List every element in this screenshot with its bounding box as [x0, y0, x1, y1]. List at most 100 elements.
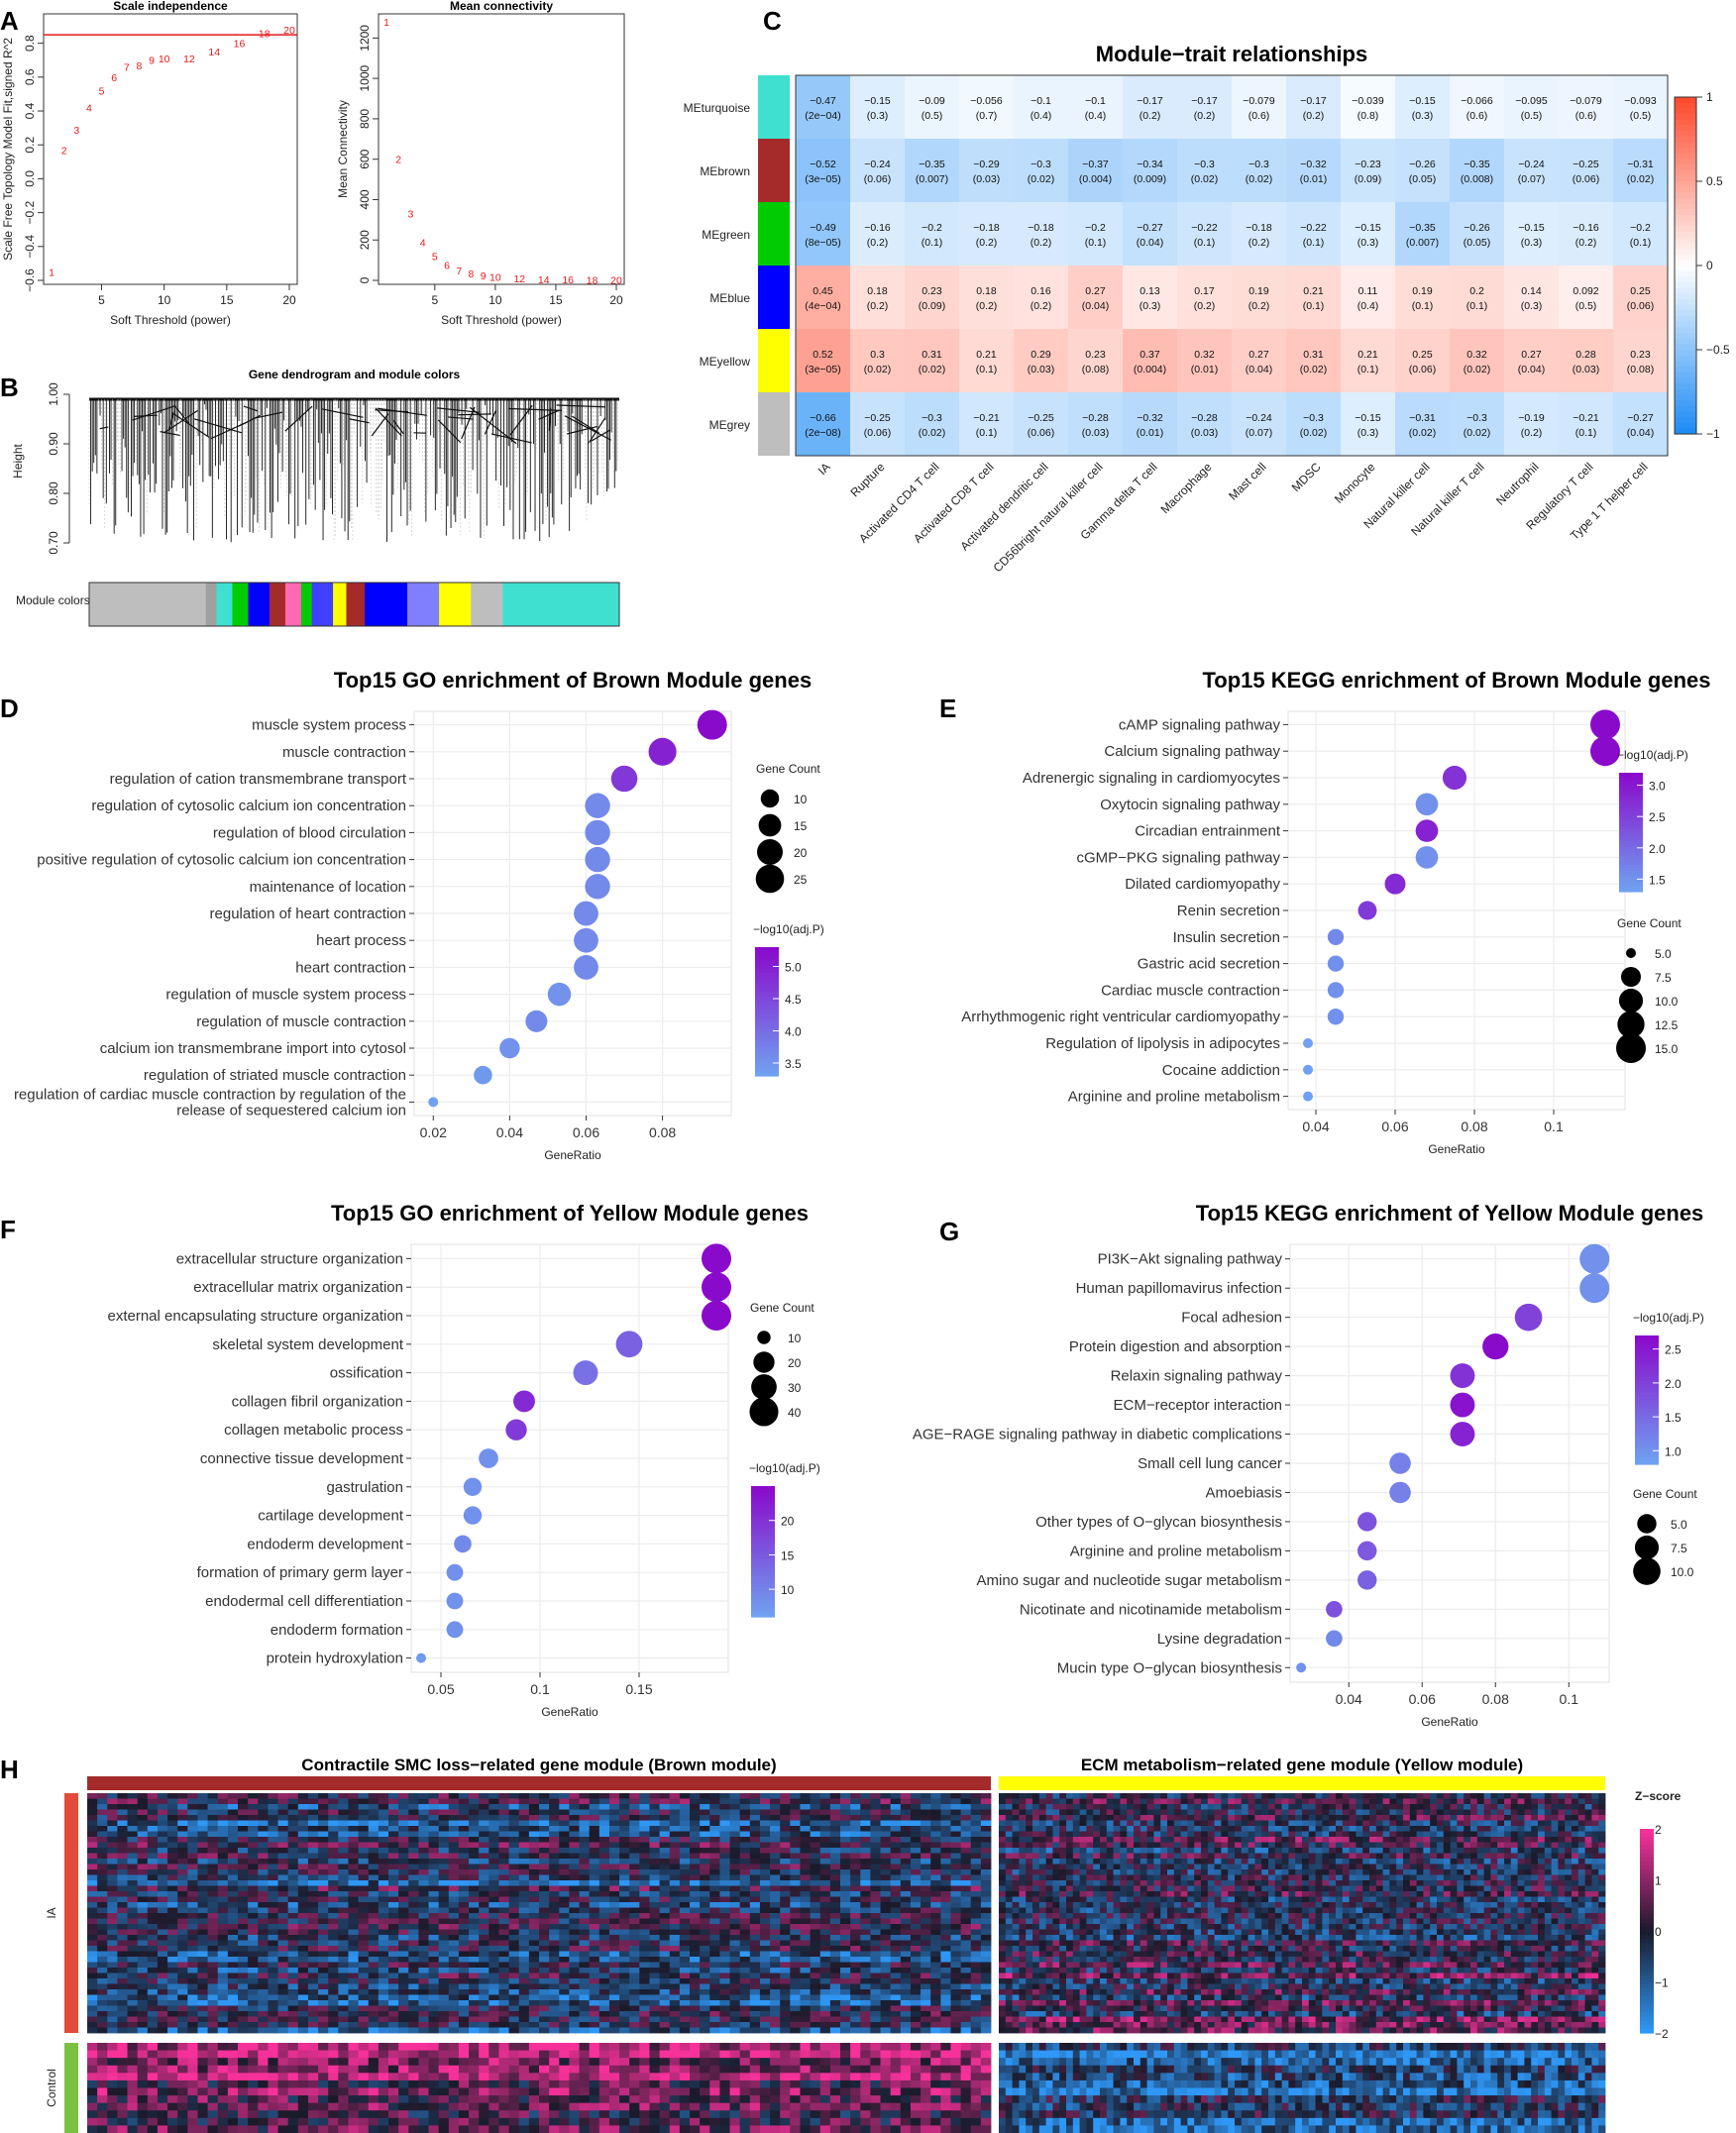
heatmap-h-cell: [207, 1864, 219, 1870]
heatmap-h-cell: [729, 1962, 741, 1969]
heatmap-h-cell: [930, 1951, 941, 1958]
cell-pvalue: (0.03): [1028, 364, 1054, 375]
heatmap-h-cell: [608, 2000, 620, 2006]
heatmap-h-cell: [950, 1946, 961, 1952]
heatmap-h-cell: [488, 1874, 499, 1881]
heatmap-h-cell: [488, 1896, 499, 1903]
heatmap-h-cell: [277, 1968, 289, 1973]
color-legend-step: [1619, 782, 1643, 786]
heatmap-h-cell: [649, 1983, 660, 1990]
heatmap-h-cell: [498, 1946, 509, 1952]
heatmap-h-cell: [739, 1859, 751, 1865]
heatmap-cell: [1341, 392, 1396, 457]
heatmap-h-cell: [780, 1896, 791, 1903]
heatmap-h-cell: [238, 1935, 249, 1941]
heatmap-h-cell: [930, 1891, 941, 1897]
heatmap-h-cell: [598, 1826, 610, 1832]
heatmap-h-cell: [227, 1864, 239, 1870]
heatmap-h-cell: [860, 1896, 871, 1903]
heatmap-h-cell: [579, 1869, 591, 1875]
color-legend-step: [751, 1610, 775, 1615]
heatmap-h-cell: [287, 1962, 299, 1969]
x-axis-label: GeneRatio: [1428, 1142, 1485, 1156]
heatmap-h-cell: [559, 1951, 570, 1958]
heatmap-h-cell: [840, 1837, 851, 1843]
cell-pvalue: (0.2): [1248, 300, 1270, 312]
heatmap-h-cell: [147, 2005, 159, 2012]
heatmap-h-cell: [910, 1804, 922, 1810]
heatmap-h-cell: [759, 1902, 771, 1908]
heatmap-h-cell: [307, 1918, 319, 1925]
cell-pvalue: (0.03): [1573, 364, 1599, 375]
cell-pvalue: (0.1): [1357, 364, 1379, 375]
heatmap-h-cell: [589, 1968, 600, 1973]
heatmap-h-cell: [780, 1809, 791, 1816]
heatmap-h-cell: [749, 1994, 761, 2001]
heatmap-h-cell: [790, 1924, 801, 1930]
heatmap-h-cell: [870, 1978, 881, 1984]
heatmap-h-cell: [619, 1804, 630, 1810]
dot-endoderm-formation: [446, 1621, 464, 1639]
heatmap-h-cell: [608, 1809, 620, 1816]
heatmap-h-cell: [700, 1929, 710, 1936]
heatmap-h-cell: [408, 1891, 419, 1897]
color-legend-step: [751, 1486, 775, 1490]
heatmap-h-cell: [780, 1815, 791, 1821]
heatmap-h-cell: [217, 1826, 229, 1832]
heatmap-h-cell: [790, 1853, 801, 1860]
heatmap-h-cell: [649, 1978, 660, 1984]
heatmap-h-cell: [669, 1935, 681, 1941]
heatmap-h-cell: [910, 1815, 922, 1821]
size-legend-dot: [755, 864, 785, 894]
dendrogram-branch: [490, 433, 532, 444]
heatmap-h-cell: [950, 1957, 961, 1963]
legend-gradient-step: [1675, 282, 1696, 289]
heatmap-h-cell: [639, 1809, 650, 1816]
heatmap-h-cell: [709, 1826, 720, 1832]
heatmap-h-cell: [790, 1978, 801, 1984]
heatmap-h-cell: [679, 1918, 691, 1925]
heatmap-h-cell: [780, 1935, 791, 1941]
heatmap-h-cell: [277, 1913, 289, 1919]
heatmap-h-cell: [458, 1891, 470, 1897]
heatmap-h-cell: [579, 1826, 591, 1832]
color-legend-step: [755, 986, 779, 990]
color-legend-step: [755, 976, 779, 981]
heatmap-h-cell: [167, 1907, 178, 1914]
heatmap-h-cell: [679, 2000, 691, 2006]
heatmap-h-cell: [780, 1891, 791, 1897]
heatmap-h-cell: [287, 1864, 299, 1870]
cell-pvalue: (0.2): [976, 300, 998, 312]
heatmap-h-cell: [739, 1962, 751, 1969]
heatmap-h-cell: [358, 1848, 370, 1854]
term-label: Amino sugar and nucleotide sugar metabol…: [976, 1572, 1282, 1589]
heatmap-h-cell: [438, 1885, 450, 1892]
heatmap-cell: [1559, 139, 1614, 203]
heatmap-h-cell: [248, 1913, 259, 1919]
heatmap-h-cell: [940, 1989, 951, 1995]
heatmap-h-cell: [719, 1989, 730, 1995]
module-color-segment: [269, 583, 286, 626]
heatmap-h-cell: [819, 1864, 831, 1870]
heatmap-h-cell: [438, 1896, 450, 1903]
heatmap-h-cell: [800, 1940, 811, 1947]
term-label: regulation of muscle contraction: [196, 1013, 406, 1030]
heatmap-h-cell: [960, 1951, 972, 1958]
heatmap-h-cell: [669, 1864, 681, 1870]
legend-gradient-step: [1675, 131, 1696, 138]
heatmap-h-cell: [368, 1826, 380, 1832]
term-label: skeletal system development: [212, 1336, 403, 1353]
heatmap-h-cell: [589, 1820, 600, 1827]
heatmap-h-cell: [167, 1983, 178, 1990]
heatmap-h-cell: [729, 1820, 741, 1827]
heatmap-h-cell: [318, 1940, 329, 1947]
heatmap-h-cell: [729, 1869, 741, 1875]
heatmap-h-cell: [729, 1804, 741, 1810]
cell-value: −0.37: [1082, 159, 1109, 170]
heatmap-h-cell: [528, 1880, 540, 1886]
color-legend-step: [755, 1014, 779, 1019]
heatmap-h-cell: [880, 1804, 892, 1810]
heatmap-h-cell: [287, 2000, 299, 2006]
heatmap-h-cell: [248, 1853, 259, 1860]
heatmap-h-cell: [980, 1924, 992, 1930]
